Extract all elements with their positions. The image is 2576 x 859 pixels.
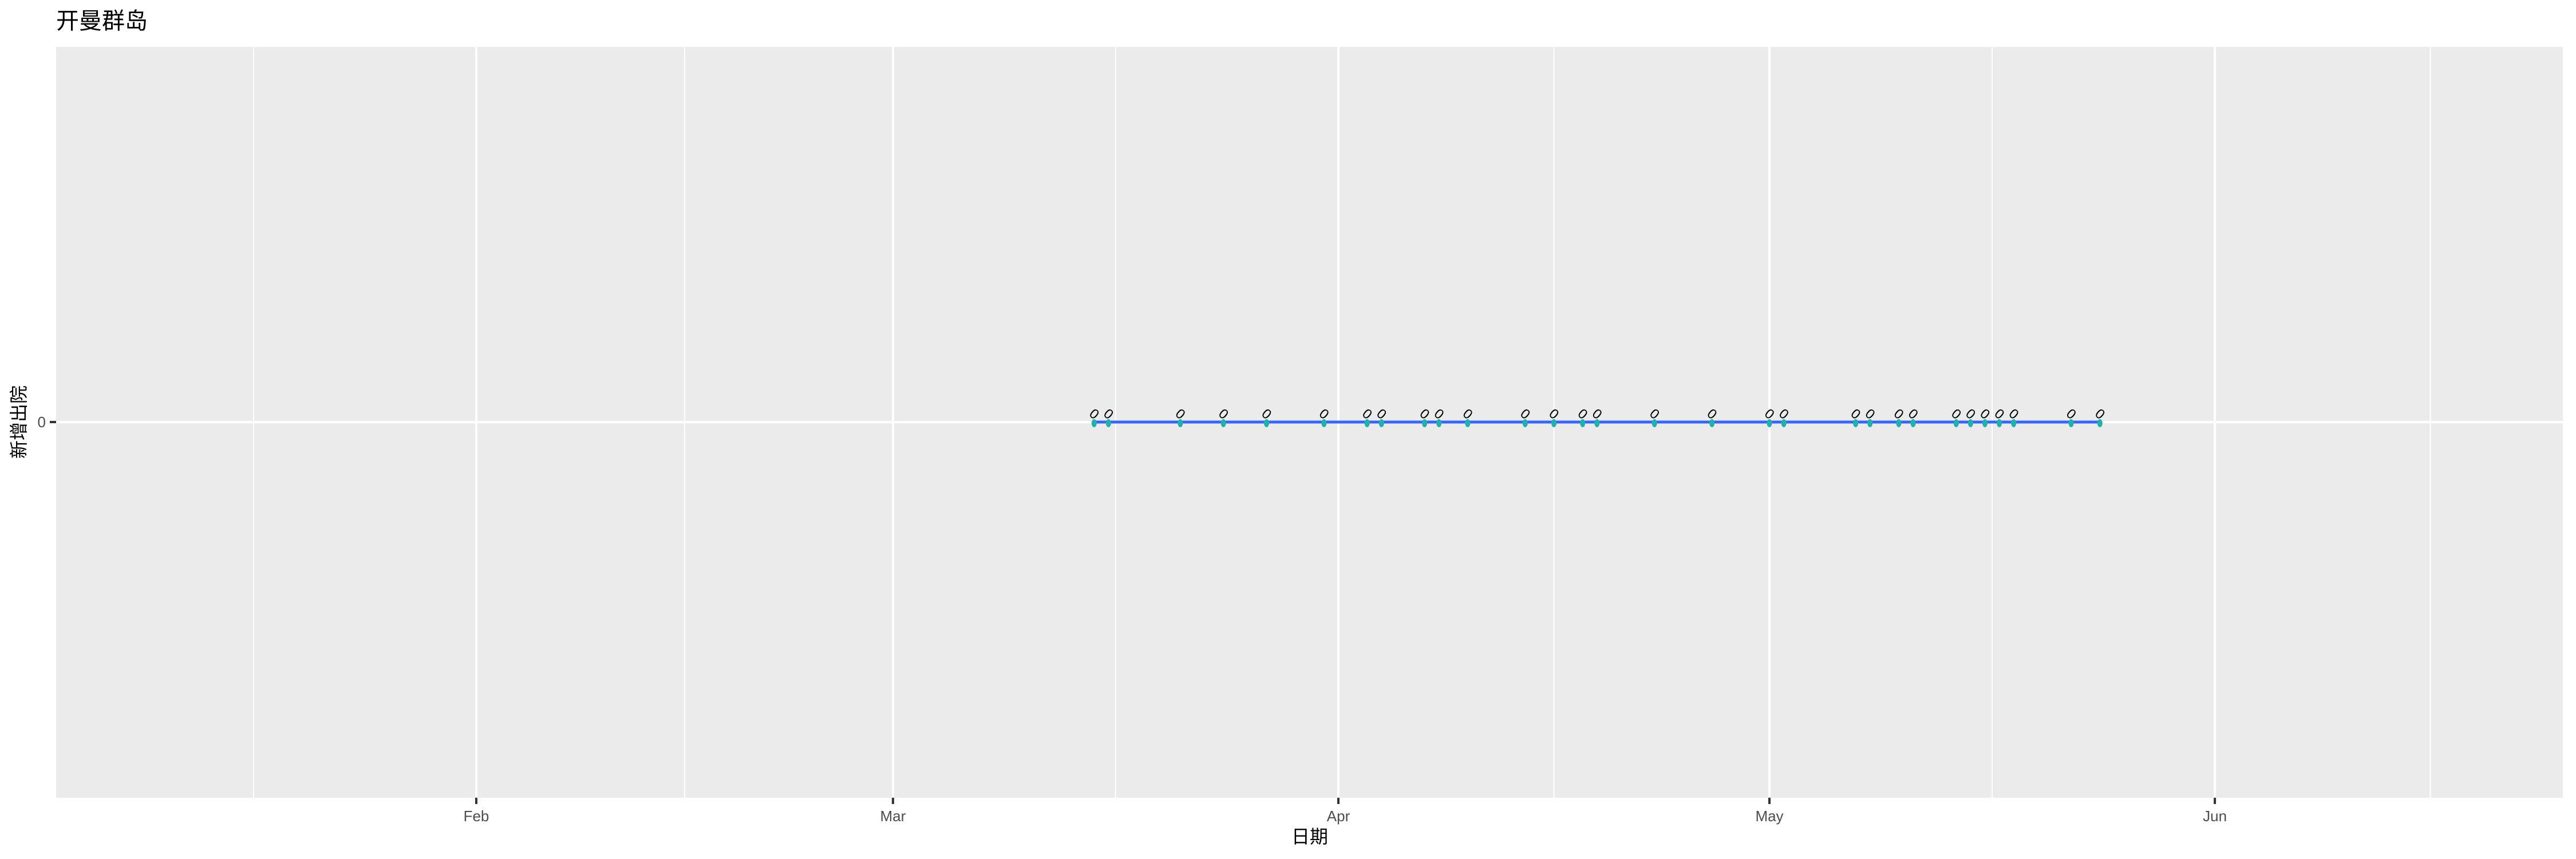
data-point bbox=[1551, 419, 1556, 427]
data-point bbox=[1378, 419, 1384, 427]
data-point bbox=[1364, 419, 1370, 427]
data-point bbox=[2011, 419, 2017, 427]
data-point bbox=[1967, 419, 1973, 427]
data-point bbox=[1594, 419, 1600, 427]
data-point bbox=[1522, 419, 1528, 427]
data-point bbox=[1105, 419, 1111, 427]
y-axis: 0 bbox=[38, 413, 56, 431]
x-tick-label: May bbox=[1755, 807, 1783, 825]
data-point bbox=[1896, 419, 1902, 427]
x-tick-label: Feb bbox=[464, 807, 489, 825]
data-point bbox=[2097, 419, 2103, 427]
data-point bbox=[1580, 419, 1586, 427]
data-point bbox=[1767, 419, 1772, 427]
y-tick-label: 0 bbox=[38, 413, 46, 431]
x-tick-label: Apr bbox=[1327, 807, 1350, 825]
data-point bbox=[1422, 419, 1428, 427]
data-point bbox=[1091, 419, 1097, 427]
data-point bbox=[1436, 419, 1442, 427]
data-point bbox=[1264, 419, 1269, 427]
y-axis-title: 新增出院 bbox=[8, 385, 30, 459]
data-point bbox=[1867, 419, 1873, 427]
data-point bbox=[1781, 419, 1787, 427]
data-point bbox=[1910, 419, 1916, 427]
data-point bbox=[1220, 419, 1226, 427]
data-point bbox=[1982, 419, 1988, 427]
data-point bbox=[2068, 419, 2074, 427]
data-point bbox=[1178, 419, 1183, 427]
chart-title: 开曼群岛 bbox=[56, 8, 148, 34]
x-tick-label: Jun bbox=[2203, 807, 2227, 825]
data-point bbox=[1997, 419, 2002, 427]
x-axis-title: 日期 bbox=[1291, 826, 1328, 848]
x-axis: Feb Mar Apr May Jun bbox=[464, 798, 2227, 825]
data-point bbox=[1465, 419, 1471, 427]
x-tick-label: Mar bbox=[880, 807, 906, 825]
data-point bbox=[1321, 419, 1327, 427]
data-point bbox=[1652, 419, 1657, 427]
data-point bbox=[1709, 419, 1715, 427]
data-point bbox=[1953, 419, 1959, 427]
data-point bbox=[1853, 419, 1859, 427]
